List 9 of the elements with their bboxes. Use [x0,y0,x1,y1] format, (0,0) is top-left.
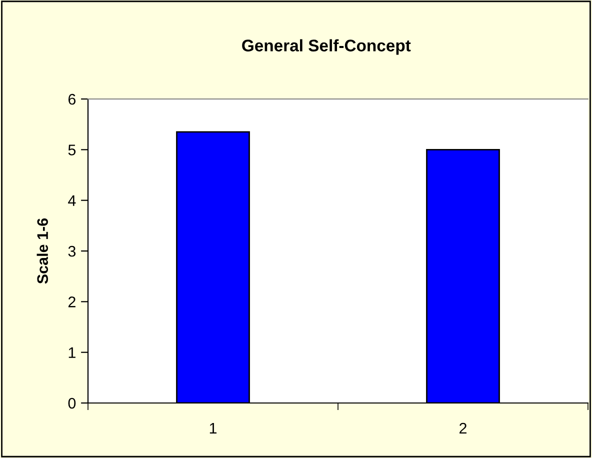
y-tick-label: 0 [68,398,76,409]
y-tick-label: 5 [68,144,76,156]
y-tick-label: 4 [68,195,76,206]
y-tick-label: 3 [68,246,76,257]
y-axis-title: Scale 1-6 [36,218,48,284]
y-tick-label: 6 [68,94,76,105]
y-tick-label: 2 [68,296,76,308]
chart-title: General Self-Concept [242,39,411,55]
y-tick-label: 1 [68,347,76,358]
